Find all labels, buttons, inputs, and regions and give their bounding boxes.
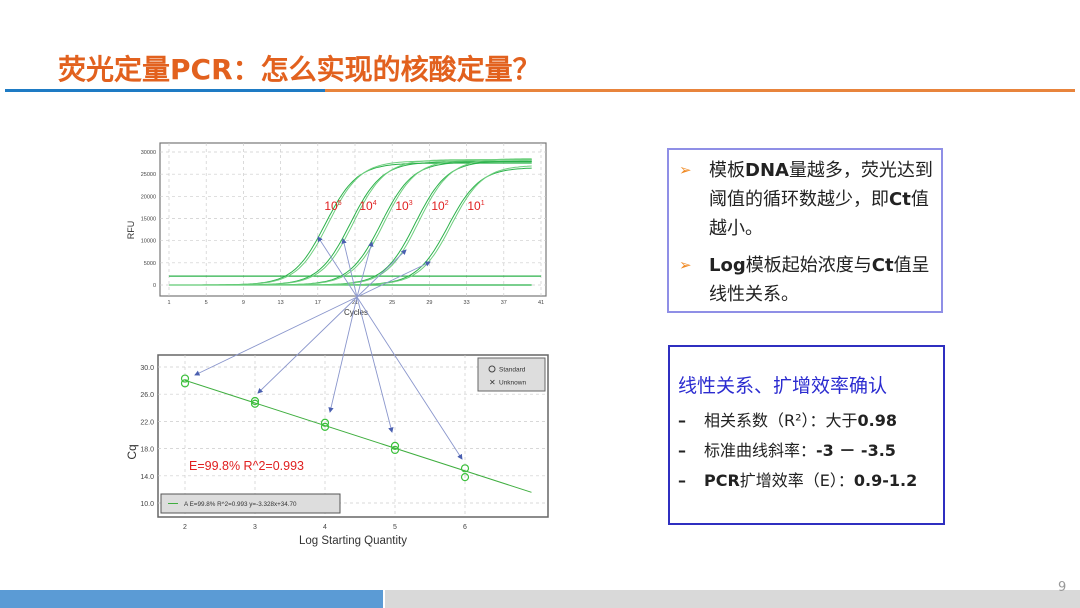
x-tick-label: 17 (315, 300, 321, 306)
y-tick-label: 30.0 (140, 365, 154, 372)
x-tick-label: 25 (389, 300, 395, 306)
standard-point (390, 445, 400, 455)
bullet-item: ➢ 模板DNA量越多，荧光达到阈值的循环数越少，即Ct值越小。 (679, 156, 933, 243)
pointer-arrow (317, 236, 358, 298)
amplification-curve (169, 165, 532, 286)
slide-title: 荧光定量PCR：怎么实现的核酸定量？ (58, 53, 541, 86)
x-axis-label: Log Starting Quantity (299, 535, 407, 547)
title-rule-orange (325, 89, 1075, 92)
pointer-arrow (194, 296, 358, 376)
title-rule-blue (5, 89, 325, 92)
criteria-item: – PCR 扩增效率（E）： 0.9-1.2 (678, 471, 918, 490)
standard-point (460, 464, 470, 473)
pointer-arrow (341, 238, 358, 298)
pointer-arrow (356, 296, 463, 460)
legend-box (477, 357, 546, 392)
fit-legend-box (160, 493, 341, 514)
legend-item: Standard (499, 367, 526, 374)
standard-point (320, 422, 330, 431)
y-tick-label: 26.0 (140, 392, 154, 399)
footer-bar-blue (0, 590, 383, 608)
series-label: 105 (324, 199, 341, 213)
x-tick-label: 29 (426, 300, 432, 306)
criteria-title: 线性关系、扩增效率确认 (678, 375, 888, 397)
y-tick-label: 25000 (141, 172, 156, 178)
pointer-arrow (257, 296, 358, 394)
y-tick-label: 20000 (141, 194, 156, 200)
standard-point (180, 379, 190, 388)
x-tick-label: 6 (463, 524, 467, 531)
y-tick-label: 22.0 (140, 419, 154, 426)
regression-line (184, 379, 532, 493)
x-tick-label: 41 (538, 300, 544, 306)
y-tick-label: 5000 (144, 261, 156, 267)
x-tick-label: 2 (183, 524, 187, 531)
footer-bar-gray (385, 590, 1080, 608)
bullet-text: Log模板起始浓度与Ct值呈线性关系。 (709, 255, 930, 305)
series-label: 102 (431, 199, 448, 213)
criteria-item: – 相关系数（R²）：大于 0.98 (678, 411, 898, 430)
arrow-bullet-icon: ➢ (679, 161, 692, 179)
bullet-item: ➢ Log模板起始浓度与Ct值呈线性关系。 (679, 251, 933, 309)
pointer-arrow (356, 261, 431, 298)
standard-point (390, 441, 400, 450)
standard-point (250, 399, 260, 408)
standard-point (250, 396, 260, 406)
y-tick-label: 18.0 (140, 447, 154, 454)
x-tick-label: 13 (278, 300, 284, 306)
x-tick-label: 5 (393, 524, 397, 531)
standard-point (460, 473, 470, 482)
x-tick-label: 9 (242, 300, 245, 306)
amplification-plot-frame (159, 142, 547, 297)
x-tick-label: 4 (323, 524, 327, 531)
y-tick-label: 0 (153, 283, 156, 289)
series-label: 104 (359, 199, 376, 213)
standard-point (180, 374, 190, 383)
x-tick-label: 21 (352, 300, 358, 306)
criteria-item: – 标准曲线斜率： -3 － -3.5 (678, 441, 896, 460)
unknown-marker-icon: ✕ (489, 378, 496, 387)
page-number: 9 (1058, 580, 1067, 595)
y-axis-label: RFU (126, 221, 136, 240)
standard-marker-icon (488, 365, 496, 373)
legend-item: Unknown (499, 380, 526, 387)
x-tick-label: 3 (253, 524, 257, 531)
x-tick-label: 33 (464, 300, 470, 306)
y-axis-label: Cq (125, 444, 139, 459)
series-label: 101 (467, 199, 484, 213)
summary-box: ➢ 模板DNA量越多，荧光达到阈值的循环数越少，即Ct值越小。 ➢ Log模板起始浓度… (667, 148, 943, 313)
x-tick-label: 5 (205, 300, 208, 306)
series-label: 103 (395, 199, 412, 213)
criteria-box: 线性关系、扩增效率确认 – 相关系数（R²）：大于 0.98 – 标准曲线斜率： -3 … (668, 345, 945, 525)
y-tick-label: 10000 (141, 239, 156, 245)
x-axis-label: Cycles (344, 308, 368, 317)
bullet-text: 模板DNA量越多，荧光达到阈值的循环数越少，即Ct值越小。 (709, 160, 933, 239)
fit-legend-text: A E=99.8% R^2=0.993 y=-3.328x+34.70 (184, 501, 297, 508)
pointer-arrow (356, 249, 407, 298)
x-tick-label: 1 (167, 300, 170, 306)
x-tick-label: 37 (501, 300, 507, 306)
standard-point (320, 418, 330, 427)
y-tick-label: 30000 (141, 150, 156, 156)
pointer-arrow (356, 241, 374, 298)
y-tick-label: 14.0 (140, 474, 154, 481)
y-tick-label: 15000 (141, 217, 156, 223)
arrow-bullet-icon: ➢ (679, 256, 692, 274)
efficiency-annotation: E=99.8% R^2=0.993 (189, 459, 304, 473)
pointer-arrow (356, 296, 394, 433)
pointer-arrow (328, 296, 358, 413)
y-tick-label: 10.0 (140, 501, 154, 508)
